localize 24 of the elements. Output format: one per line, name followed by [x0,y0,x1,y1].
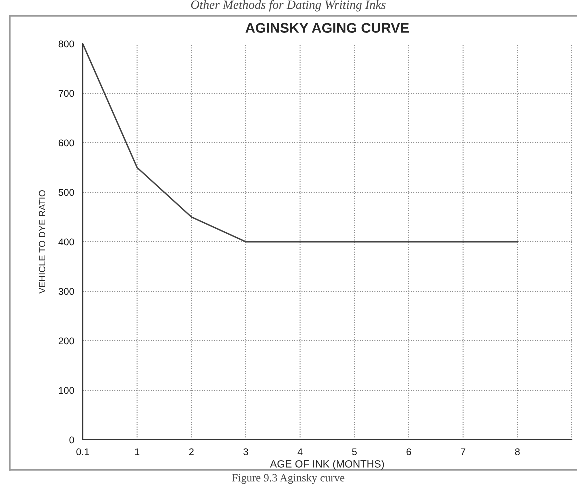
y-tick-label: 0 [70,436,74,444]
x-tick-label: 1 [135,448,140,456]
x-tick-label: 6 [406,448,412,456]
caption: Figure 9.3 Aginsky curve [232,474,345,484]
y-axis-title: VEHICLE TO DYE RATIO [39,190,46,294]
text: Other Methods for Dating Writing Inks [191,0,386,12]
x-tick-label: 8 [515,448,520,456]
x-tick-label: 5 [352,448,357,456]
x-tick-label: 3 [244,448,248,456]
y-tick-label: 200 [58,338,74,345]
x-tick-label: 7 [461,448,466,456]
y-tick-label: 400 [58,238,74,246]
x-tick-label: 0.1 [76,448,90,456]
y-tick-label: 300 [58,288,74,296]
y-tick-label: 100 [59,387,74,394]
x-tick-label: 2 [189,448,194,456]
y-tick-label: 500 [58,189,74,196]
line-series [83,44,518,243]
y-tick-label: 600 [58,140,74,147]
chart-title: AGINSKY AGING CURVE [246,23,410,34]
x-axis-title: AGE OF INK (MONTHS) [270,460,384,470]
y-tick-label: 700 [58,90,74,98]
y-tick-label: 800 [58,40,74,48]
x-tick-label: 4 [298,448,303,456]
